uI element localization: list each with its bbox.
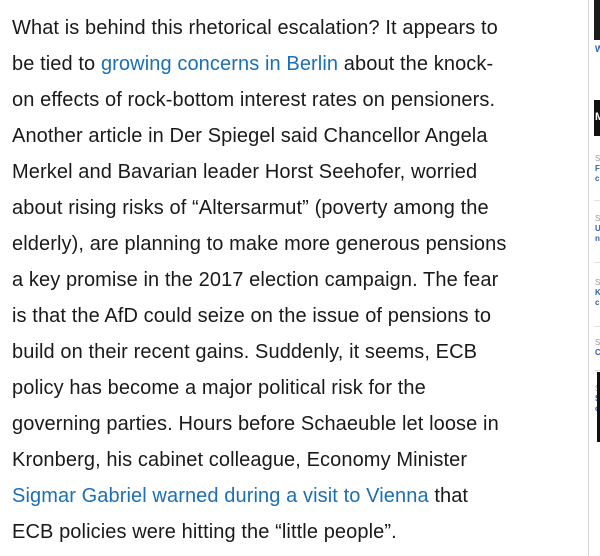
sidebar-top-link[interactable]: W [595, 44, 600, 54]
line-text: is that the AfD could seize on the issue… [12, 305, 492, 327]
sidebar-header: M [594, 100, 600, 136]
article-line-9: is that the AfD could seize on the issue… [12, 298, 572, 334]
sidebar-item[interactable]: S F c [595, 154, 600, 184]
sidebar-item[interactable]: S U n [595, 214, 600, 244]
line-text: about rising risks of “Altersarmut” (pov… [12, 197, 489, 219]
line-text: be tied to [12, 53, 101, 75]
line-text: governing parties. Hours before Schaeubl… [12, 413, 499, 435]
line-text: Merkel and Bavarian leader Horst Seehofe… [12, 161, 478, 183]
sidebar-divider [594, 370, 600, 371]
line-text: that [428, 485, 469, 507]
line-text: elderly), are planning to make more gene… [12, 233, 507, 255]
sidebar-header-label: M [595, 111, 600, 123]
sidebar-item-title[interactable]: C [595, 348, 600, 358]
article-line-13: Kronberg, his cabinet colleague, Economy… [12, 442, 572, 478]
sidebar-item-title[interactable]: K [595, 288, 600, 298]
line-text: ECB policies were hitting the “little pe… [12, 521, 397, 543]
sidebar-top-image[interactable] [594, 0, 600, 40]
sidebar-item-kicker: S [595, 338, 600, 347]
article-line-11: policy has become a major political risk… [12, 370, 572, 406]
link-sigmar-gabriel-warned[interactable]: Sigmar Gabriel warned during a visit to … [12, 485, 429, 507]
article-line-5: Merkel and Bavarian leader Horst Seehofe… [12, 154, 572, 190]
article-line-1: What is behind this rhetorical escalatio… [12, 10, 572, 46]
article-line-14: Sigmar Gabriel warned during a visit to … [12, 478, 572, 514]
right-sidebar: W M S F c S U n S K c S C S S c [588, 0, 600, 556]
article-line-15: ECB policies were hitting the “little pe… [12, 514, 572, 550]
sidebar-item-title-cont[interactable]: c [595, 174, 600, 183]
line-text: about the knock- [338, 53, 494, 75]
sidebar-item-title-cont[interactable]: n [595, 234, 600, 243]
line-text: on effects of rock-bottom interest rates… [12, 89, 496, 111]
article-line-10: build on their recent gains. Suddenly, i… [12, 334, 572, 370]
sidebar-scrollbar[interactable] [597, 372, 600, 442]
sidebar-item-kicker: S [595, 154, 600, 163]
line-text: What is behind this rhetorical escalatio… [12, 17, 498, 39]
article-line-8: a key promise in the 2017 election campa… [12, 262, 572, 298]
sidebar-item[interactable]: S K c [595, 278, 600, 308]
article-line-12: governing parties. Hours before Schaeubl… [12, 406, 572, 442]
article-line-3: on effects of rock-bottom interest rates… [12, 82, 572, 118]
sidebar-item-kicker: S [595, 214, 600, 223]
line-text: Another article in Der Spiegel said Chan… [12, 125, 488, 147]
sidebar-item-title[interactable]: U [595, 224, 600, 234]
line-text: policy has become a major political risk… [12, 377, 426, 399]
sidebar-divider [594, 262, 600, 263]
line-text: Kronberg, his cabinet colleague, Economy… [12, 449, 468, 471]
sidebar-item-title-cont[interactable]: c [595, 298, 600, 307]
sidebar-item-title[interactable]: F [595, 164, 600, 173]
sidebar-item[interactable]: S C [595, 338, 600, 358]
sidebar-item-kicker: S [595, 278, 600, 287]
sidebar-divider [594, 200, 600, 201]
article-body: What is behind this rhetorical escalatio… [12, 10, 572, 550]
article-line-7: elderly), are planning to make more gene… [12, 226, 572, 262]
link-growing-concerns-in-berlin[interactable]: growing concerns in Berlin [100, 53, 339, 75]
article-line-4: Another article in Der Spiegel said Chan… [12, 118, 572, 154]
sidebar-divider [594, 326, 600, 327]
line-text: a key promise in the 2017 election campa… [12, 269, 499, 291]
article-line-6: about rising risks of “Altersarmut” (pov… [12, 190, 572, 226]
line-text: build on their recent gains. Suddenly, i… [12, 341, 478, 363]
article-line-2: be tied to growing concerns in Berlin ab… [12, 46, 572, 82]
